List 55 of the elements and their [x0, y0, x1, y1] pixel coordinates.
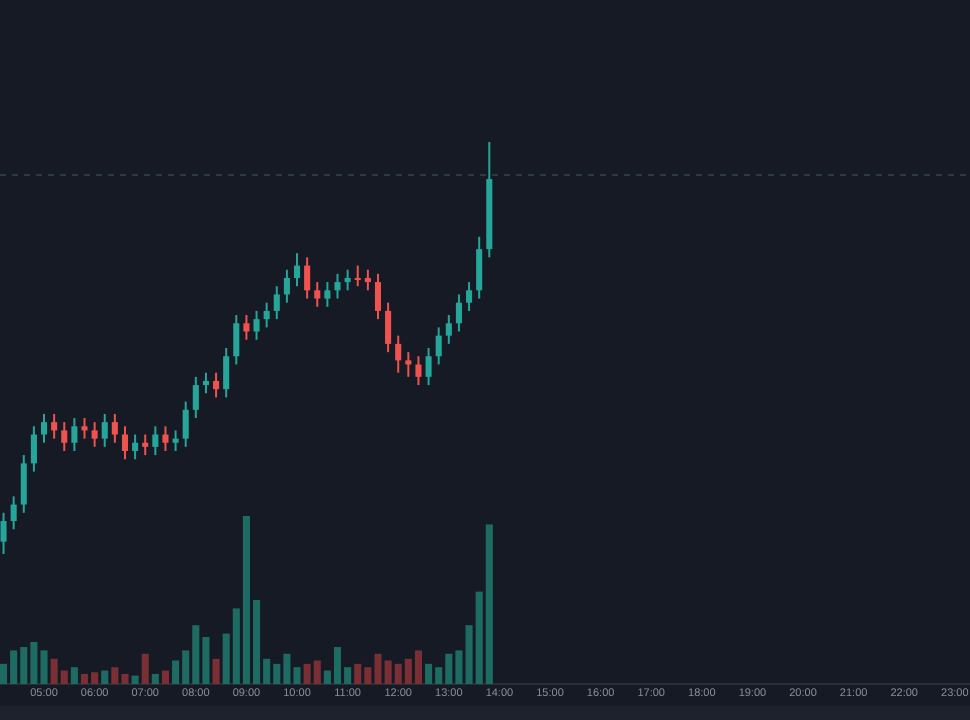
candlestick [132, 433, 139, 461]
candlestick [172, 429, 179, 452]
candlestick [334, 272, 341, 300]
candlestick [466, 281, 473, 312]
candlestick [263, 301, 270, 329]
candlestick [395, 334, 402, 374]
candlestick [314, 281, 321, 308]
candlestick [374, 272, 382, 321]
candlestick [101, 412, 108, 448]
candlestick [476, 235, 483, 300]
candlestick [0, 511, 7, 555]
candlestick [71, 417, 78, 452]
bar [151, 673, 159, 684]
candlestick [344, 268, 351, 292]
candlestick [121, 425, 129, 461]
bar [101, 670, 109, 684]
candlestick [304, 256, 311, 300]
candlestick [142, 433, 149, 457]
candlestick [192, 375, 199, 420]
candlestick [202, 371, 209, 395]
candlestick [152, 425, 159, 457]
candlestick [30, 425, 37, 473]
candlestick [415, 355, 422, 387]
candlestick [425, 347, 432, 387]
candlestick [81, 417, 88, 440]
bar [161, 670, 169, 684]
candlestick [10, 495, 17, 531]
candlestick [293, 252, 301, 288]
candlestick [213, 371, 220, 399]
candlestick [283, 268, 290, 304]
candlestick [243, 314, 250, 341]
candlestick [233, 314, 240, 366]
candlestick [273, 285, 280, 321]
candlestick [354, 264, 361, 288]
candlestick [405, 351, 412, 378]
candlestick [111, 412, 118, 444]
bar [141, 653, 149, 684]
candlestick [91, 421, 98, 448]
candlestick [51, 412, 58, 440]
candlestick [445, 314, 452, 345]
candlestick [182, 400, 189, 448]
candlestick [40, 412, 48, 444]
bar [131, 675, 139, 684]
candlestick [223, 347, 230, 399]
candlestick [162, 425, 169, 452]
bar [70, 667, 78, 684]
candlestick [455, 293, 462, 333]
bar [212, 658, 220, 684]
candlestick [385, 301, 392, 354]
candlestick [435, 326, 442, 366]
candlestick [61, 421, 68, 452]
candlestick [324, 281, 331, 308]
candlestick [253, 309, 260, 341]
candlestick [364, 268, 371, 292]
candlestick [20, 454, 27, 514]
